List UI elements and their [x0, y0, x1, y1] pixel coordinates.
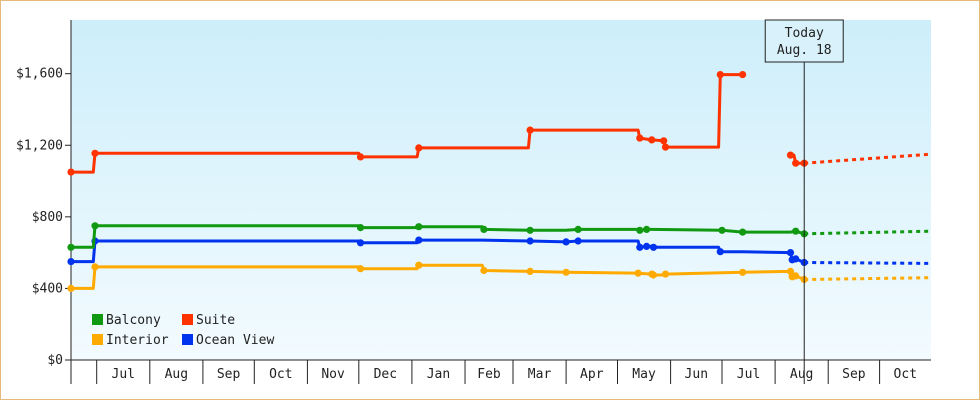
data-point: [91, 149, 99, 157]
data-point: [792, 227, 800, 235]
series-suite: [67, 71, 932, 176]
month-label: Aug: [165, 367, 188, 382]
legend-swatch: [182, 314, 193, 325]
data-point: [739, 71, 747, 79]
data-point: [91, 263, 99, 271]
forecast-line: [804, 229, 932, 236]
month-label: Jan: [427, 367, 450, 382]
data-point: [786, 249, 795, 257]
data-point: [356, 265, 365, 273]
data-point: [67, 284, 75, 292]
data-point: [661, 270, 670, 278]
legend-label: Ocean View: [196, 333, 274, 348]
data-point: [356, 224, 365, 232]
forecast-line: [804, 276, 932, 281]
month-label: Sep: [217, 367, 241, 382]
data-point: [634, 269, 642, 277]
today-box: [764, 19, 844, 63]
data-point: [574, 237, 582, 245]
month-label: Feb: [477, 367, 501, 382]
month-label: Oct: [269, 367, 292, 382]
data-point: [660, 137, 668, 145]
y-tick-label: $800: [32, 210, 63, 225]
legend-swatch: [92, 334, 103, 345]
data-point: [480, 225, 488, 233]
data-point: [739, 228, 747, 236]
data-point: [792, 255, 800, 263]
y-tick-label: $400: [32, 281, 63, 296]
today-label: Today: [785, 26, 824, 41]
data-point: [739, 268, 747, 276]
data-point: [91, 222, 99, 230]
data-point: [636, 134, 644, 142]
data-point: [67, 243, 75, 251]
today-marker: Today Aug. 18: [764, 19, 844, 384]
data-point: [786, 151, 795, 159]
month-label: Dec: [374, 367, 397, 382]
data-point: [67, 258, 75, 266]
data-point: [526, 226, 534, 234]
legend-swatch: [182, 334, 193, 345]
data-point: [716, 248, 724, 256]
month-label: Jul: [112, 367, 135, 382]
legend-label: Balcony: [106, 313, 161, 328]
month-label: Aug: [790, 367, 813, 382]
data-point: [643, 225, 651, 233]
y-tick-label: $1,600: [16, 67, 63, 82]
data-point: [649, 243, 658, 251]
forecast-line: [804, 261, 932, 265]
data-point: [415, 223, 423, 231]
data-point: [480, 266, 488, 275]
month-label: Mar: [528, 367, 552, 382]
data-point: [786, 267, 795, 275]
axes: $0 $400 $800 $1,200 $1,600 Jul Aug Sep Oct Nov Dec…: [16, 20, 931, 384]
today-date: Aug. 18: [777, 43, 832, 58]
month-label: May: [632, 367, 656, 382]
legend-label: Interior: [106, 333, 169, 348]
month-label: Oct: [894, 367, 917, 382]
month-label: Apr: [580, 367, 604, 382]
month-label: Jun: [685, 367, 708, 382]
data-point: [648, 136, 656, 144]
legend-label: Suite: [196, 313, 235, 328]
plot-area: [71, 20, 931, 360]
data-point: [415, 144, 423, 152]
legend-entry: Balcony: [92, 313, 161, 328]
month-label: Jul: [737, 367, 760, 382]
data-point: [636, 226, 644, 234]
data-point: [574, 225, 582, 233]
y-tick-label: $0: [47, 353, 63, 368]
legend-entry: Interior: [92, 333, 169, 348]
series-interior: [67, 261, 932, 292]
data-point: [415, 236, 423, 244]
data-point: [643, 242, 651, 250]
month-label: Nov: [321, 367, 345, 382]
data-point: [716, 71, 724, 79]
data-point: [718, 226, 726, 234]
data-point: [526, 237, 534, 245]
data-point: [562, 238, 570, 246]
data-point: [356, 239, 365, 247]
data-point: [636, 243, 644, 251]
data-point: [526, 126, 534, 134]
data-point: [792, 159, 800, 167]
month-label: Sep: [842, 367, 866, 382]
data-point: [562, 268, 570, 276]
legend: Balcony Suite Interior Ocean View: [92, 313, 274, 348]
data-point: [67, 168, 75, 176]
legend-swatch: [92, 314, 103, 325]
data-point: [792, 272, 800, 280]
series-ocean-view: [67, 236, 932, 267]
data-point: [356, 153, 365, 161]
data-point: [661, 143, 670, 151]
data-point: [526, 267, 534, 275]
forecast-line: [804, 152, 932, 165]
data-point: [649, 271, 658, 279]
data-point: [415, 261, 423, 269]
legend-entry: Ocean View: [182, 333, 274, 348]
y-tick-label: $1,200: [16, 138, 63, 153]
legend-entry: Suite: [182, 313, 235, 328]
